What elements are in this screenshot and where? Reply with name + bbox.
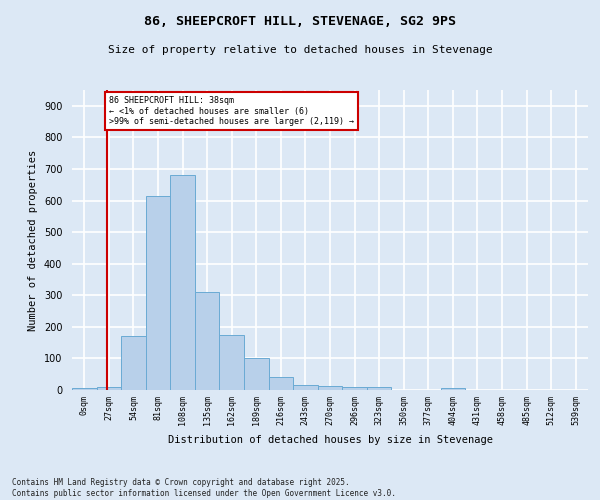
- Y-axis label: Number of detached properties: Number of detached properties: [28, 150, 38, 330]
- Bar: [367, 387, 391, 390]
- Bar: [72, 388, 97, 390]
- Bar: [97, 387, 121, 390]
- Bar: [170, 176, 195, 390]
- Bar: [195, 292, 220, 390]
- Text: 86, SHEEPCROFT HILL, STEVENAGE, SG2 9PS: 86, SHEEPCROFT HILL, STEVENAGE, SG2 9PS: [144, 15, 456, 28]
- Text: Contains HM Land Registry data © Crown copyright and database right 2025.
Contai: Contains HM Land Registry data © Crown c…: [12, 478, 396, 498]
- Bar: [440, 388, 465, 390]
- Bar: [293, 386, 318, 390]
- Text: 86 SHEEPCROFT HILL: 38sqm
← <1% of detached houses are smaller (6)
>99% of semi-: 86 SHEEPCROFT HILL: 38sqm ← <1% of detac…: [109, 96, 354, 126]
- Bar: [269, 378, 293, 390]
- Bar: [121, 336, 146, 390]
- Bar: [318, 386, 342, 390]
- Bar: [146, 196, 170, 390]
- Bar: [220, 334, 244, 390]
- Text: Distribution of detached houses by size in Stevenage: Distribution of detached houses by size …: [167, 435, 493, 445]
- Bar: [244, 358, 269, 390]
- Bar: [342, 387, 367, 390]
- Text: Size of property relative to detached houses in Stevenage: Size of property relative to detached ho…: [107, 45, 493, 55]
